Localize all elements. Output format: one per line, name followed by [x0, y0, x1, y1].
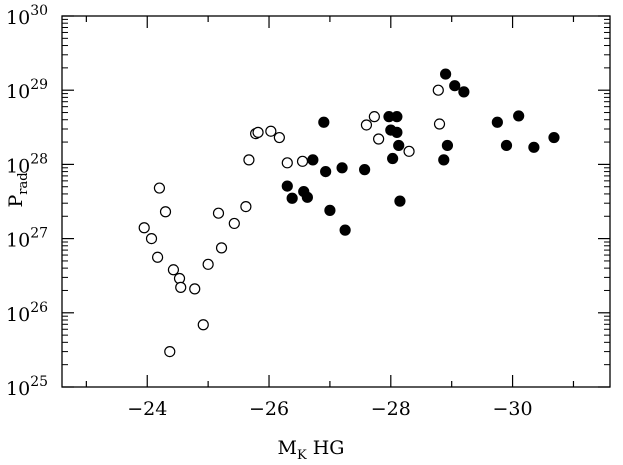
y-axis-title: Prad [5, 172, 31, 207]
open-data-point [433, 118, 446, 130]
open-data-point [202, 258, 214, 270]
filled-data-point [440, 68, 452, 80]
filled-data-point [336, 162, 348, 174]
filled-data-point [438, 154, 450, 166]
open-data-point [252, 126, 264, 138]
filled-data-point [281, 180, 293, 192]
filled-data-point [441, 139, 454, 152]
filled-data-point [513, 110, 525, 122]
x-tick-label: −30 [493, 398, 533, 420]
open-data-point [296, 155, 309, 167]
open-data-point [360, 119, 373, 131]
open-data-point [197, 319, 209, 331]
filled-data-point [387, 152, 399, 165]
y-tick-label: 1028 [6, 151, 48, 177]
tick-labels: −24 −26 −28 −30 1025 1026 1027 1028 1029 1030 [6, 3, 533, 420]
open-data-point [175, 281, 187, 293]
filled-data-point [449, 80, 461, 92]
filled-data-point [391, 111, 403, 123]
open-data-point [373, 133, 385, 145]
open-data-point [212, 207, 225, 219]
open-data-point [403, 145, 415, 157]
y-tick-label: 1027 [6, 226, 48, 252]
filled-data-point [391, 126, 403, 138]
filled-data-point [324, 204, 336, 216]
filled-data-point [359, 164, 371, 176]
filled-data-point [320, 165, 332, 178]
filled-data-point [458, 86, 470, 98]
open-data-point [151, 251, 164, 263]
open-data-point [215, 242, 228, 254]
filled-data-point [393, 139, 405, 152]
open-data-point [167, 264, 180, 276]
y-tick-label: 1025 [6, 374, 48, 400]
filled-data-point [286, 192, 298, 204]
filled-data-point [301, 191, 313, 203]
filled-data-point [528, 141, 540, 153]
open-data-point [281, 157, 293, 169]
filled-data-point [307, 154, 319, 166]
x-tick-label: −28 [371, 398, 411, 420]
axis-ticks [62, 15, 610, 388]
open-data-point [145, 233, 158, 245]
x-axis-title: MK HG [278, 437, 345, 463]
open-data-point [138, 222, 150, 234]
filled-data-point [394, 195, 406, 207]
data-points [138, 68, 560, 358]
filled-data-point [500, 139, 513, 152]
y-tick-label: 1030 [6, 3, 48, 29]
open-data-point [432, 84, 444, 96]
open-data-point [189, 283, 201, 295]
x-tick-label: −26 [249, 398, 289, 420]
y-tick-label: 1026 [6, 300, 48, 326]
open-data-point [164, 345, 176, 358]
filled-data-point [339, 224, 351, 236]
filled-data-point [491, 116, 503, 128]
filled-data-point [318, 116, 330, 128]
open-data-point [240, 200, 252, 213]
x-tick-label: −24 [127, 398, 167, 420]
axes-frame [61, 15, 611, 388]
open-data-point [265, 125, 277, 137]
open-data-point [368, 111, 380, 123]
open-data-point [153, 182, 166, 194]
open-data-point [228, 217, 240, 230]
open-data-point [273, 131, 285, 144]
open-data-point [159, 206, 172, 218]
plot-frame [61, 15, 611, 388]
open-data-point [243, 154, 255, 166]
filled-data-point [548, 131, 560, 144]
y-tick-label: 1029 [6, 77, 48, 103]
